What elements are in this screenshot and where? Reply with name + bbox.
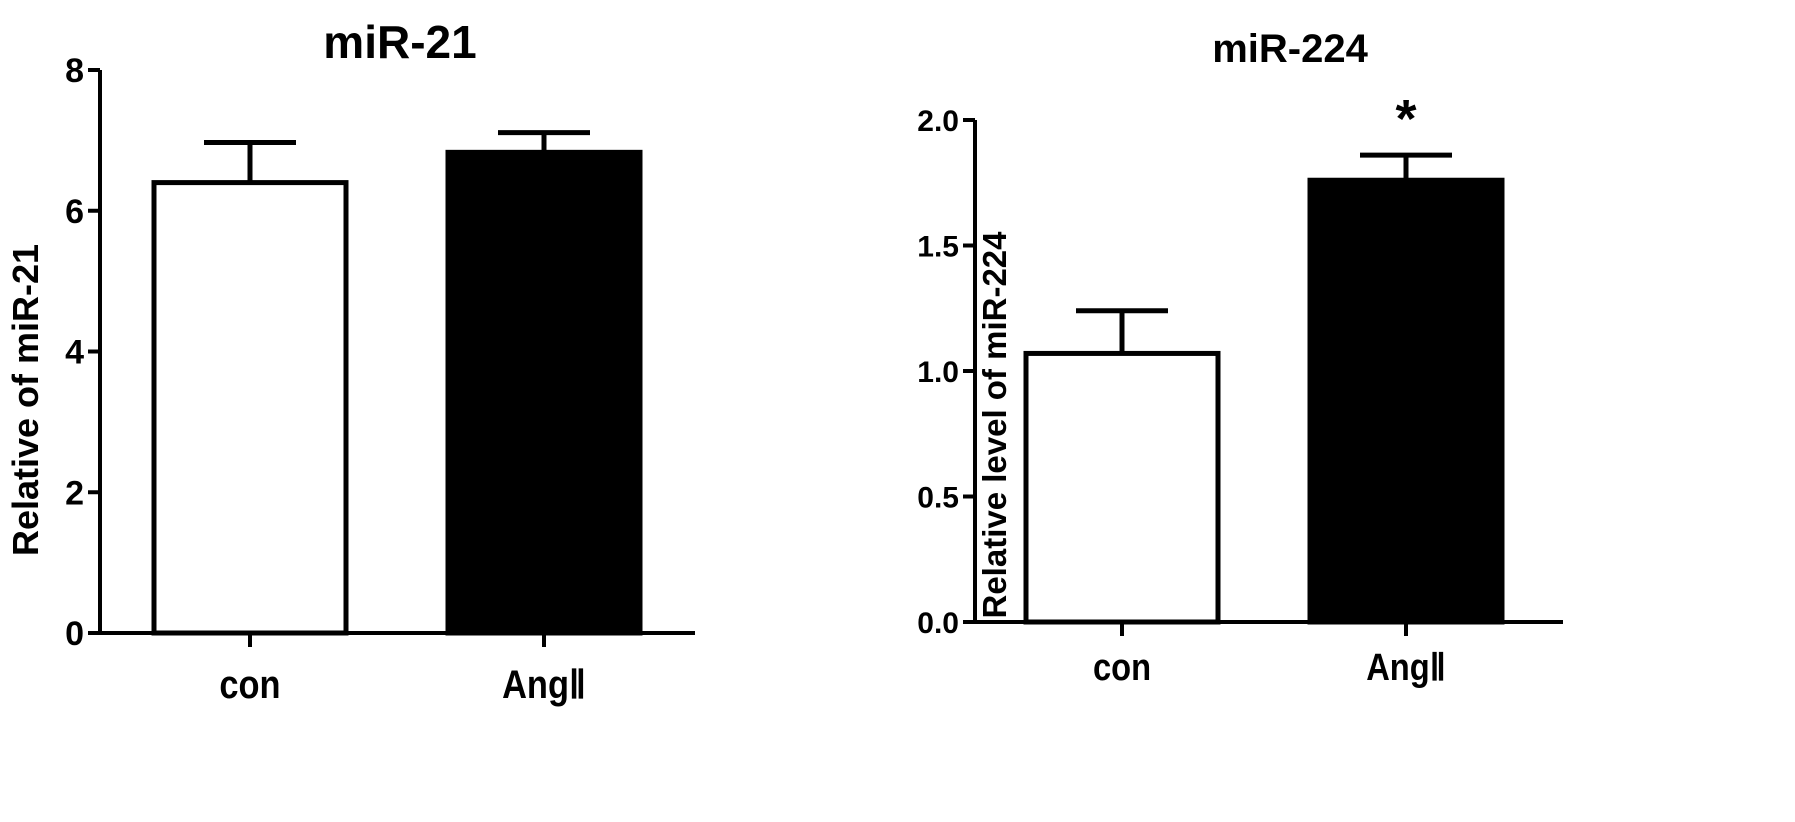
- x-tick-label: con: [1093, 646, 1151, 689]
- bar-con: [151, 180, 349, 636]
- y-tick-label: 0.0: [917, 607, 959, 640]
- chart-title: miR-21: [323, 16, 476, 68]
- y-axis-label: Relative level of miR-224: [976, 231, 1013, 619]
- significance-marker: *: [1395, 89, 1416, 149]
- bar-con: [1023, 350, 1221, 625]
- error-bars-group: [1076, 152, 1452, 354]
- y-tick-label: 0.5: [917, 481, 959, 514]
- y-tick-label: 8: [65, 52, 84, 90]
- x-tick-label: AngⅡ: [502, 662, 586, 707]
- bar-angii: [1307, 177, 1505, 625]
- x-tick-labels-group: con AngⅡ: [219, 662, 585, 707]
- y-tick-label: 1.0: [917, 356, 959, 389]
- y-ticks-group: 0 2 4 6 8: [65, 52, 100, 653]
- x-tick-label: con: [219, 662, 280, 707]
- y-tick-label: 1.5: [917, 230, 959, 263]
- bar-angii: [445, 149, 643, 636]
- chart-panel-mir224: miR-224 Relative level of miR-224 0.0 0.5…: [917, 27, 1563, 689]
- bars-group: [1023, 177, 1505, 625]
- chart-title: miR-224: [1212, 27, 1368, 71]
- error-bars-group: [204, 130, 590, 183]
- annotations-group: *: [1395, 89, 1416, 149]
- y-axis-label: Relative of miR-21: [5, 244, 46, 556]
- chart-panel-mir21: miR-21 Relative of miR-21 0 2 4 6 8 con AngⅡ: [5, 16, 695, 707]
- y-tick-label: 2: [65, 474, 84, 512]
- y-tick-label: 4: [65, 334, 84, 372]
- y-tick-label: 0: [65, 615, 84, 653]
- bars-group: [151, 149, 643, 636]
- y-tick-label: 2.0: [917, 105, 959, 138]
- y-ticks-group: 0.0 0.5 1.0 1.5 2.0: [917, 105, 975, 640]
- x-tick-labels-group: con AngⅡ: [1093, 646, 1446, 689]
- x-tick-label: AngⅡ: [1366, 646, 1446, 689]
- y-tick-label: 6: [65, 193, 84, 231]
